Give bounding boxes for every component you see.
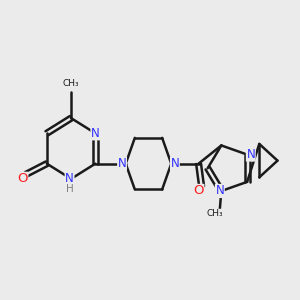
Text: CH₃: CH₃ [207, 209, 224, 218]
Text: N: N [118, 157, 126, 170]
Text: O: O [193, 184, 204, 197]
Text: N: N [246, 148, 255, 161]
Text: N: N [215, 184, 224, 197]
Text: H: H [66, 184, 74, 194]
Text: CH₃: CH₃ [63, 79, 80, 88]
Text: N: N [91, 127, 100, 140]
Text: O: O [17, 172, 28, 185]
Text: N: N [170, 157, 179, 170]
Text: N: N [65, 172, 74, 185]
